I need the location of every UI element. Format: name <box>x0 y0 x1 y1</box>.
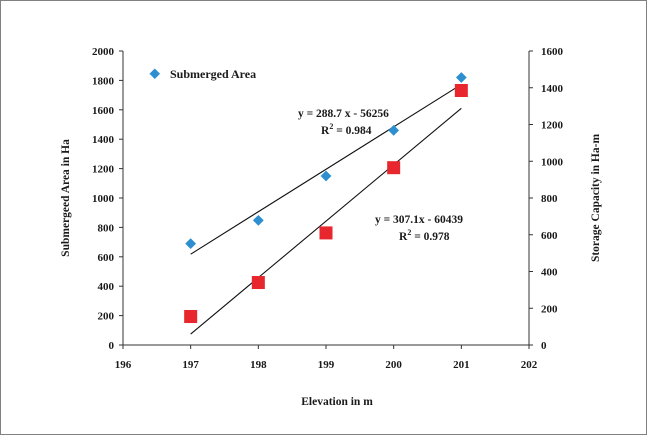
y2-tick-label: 1400 <box>541 83 564 95</box>
y-axis-right: 0 200 400 600 800 1000 1200 1400 1600 <box>528 46 564 352</box>
y2-tick-label: 1600 <box>541 46 564 58</box>
data-point-square <box>184 310 198 324</box>
r2-text-1: R2 = 0.984 <box>321 122 372 137</box>
y-tick-label: 1600 <box>92 105 115 117</box>
x-tick-label: 197 <box>182 359 199 371</box>
y-tick-label: 800 <box>98 222 115 234</box>
data-points <box>184 72 468 324</box>
y2-tick-label: 600 <box>541 230 558 242</box>
x-axis: 196 197 198 199 200 201 202 <box>115 344 538 371</box>
data-point-diamond <box>320 170 332 182</box>
y-tick-label: 400 <box>98 281 115 293</box>
y-tick-label: 1800 <box>92 75 115 87</box>
equation-text-1: y = 288.7 x - 56256 <box>298 108 389 120</box>
legend-marker-diamond <box>149 68 161 80</box>
legend: Submerged Area <box>149 67 256 81</box>
x-axis-title: Elevation in m <box>301 396 373 408</box>
y-tick-label: 200 <box>98 311 115 323</box>
y-tick-label: 0 <box>109 340 115 352</box>
y2-tick-label: 0 <box>541 340 547 352</box>
y2-tick-label: 800 <box>541 193 558 205</box>
trendline-1 <box>190 83 462 255</box>
data-point-square <box>319 226 333 240</box>
data-point-diamond <box>185 238 197 249</box>
x-tick-label: 198 <box>250 359 267 371</box>
trendlines <box>190 83 462 335</box>
x-tick-label: 201 <box>453 359 470 371</box>
y2-tick-label: 400 <box>541 267 558 279</box>
y-tick-label: 1000 <box>92 193 115 205</box>
r2-text-2: R2 = 0.978 <box>399 228 450 243</box>
y2-tick-label: 200 <box>541 303 558 315</box>
y-axis-title: Submergeed Area in Ha <box>60 139 72 257</box>
y2-axis-title: Storage Capacity in Ha-m <box>590 134 602 263</box>
trendline-equation-1: y = 288.7 x - 56256 R2 = 0.984 <box>298 108 389 137</box>
data-point-square <box>387 161 401 175</box>
y-tick-label: 1400 <box>92 134 115 146</box>
y-axis-left: 0 200 400 600 800 1000 1200 1400 1600 1800 2000 <box>92 46 124 352</box>
trendline-2 <box>190 107 462 335</box>
trendline-equation-2: y = 307.1x - 60439 R2 = 0.978 <box>375 214 463 243</box>
y2-tick-label: 1000 <box>541 156 564 168</box>
equation-text-2: y = 307.1x - 60439 <box>375 214 463 226</box>
r2-value-2: 0.978 <box>424 231 450 243</box>
data-point-square <box>251 276 265 290</box>
y2-tick-label: 1200 <box>541 120 564 132</box>
x-tick-label: 200 <box>385 359 402 371</box>
legend-label: Submerged Area <box>170 67 256 81</box>
x-tick-label: 199 <box>318 359 335 371</box>
r2-value-1: 0.984 <box>346 125 372 137</box>
data-point-diamond <box>252 214 264 226</box>
y-tick-label: 2000 <box>92 46 115 58</box>
x-tick-label: 196 <box>115 359 132 371</box>
data-point-square <box>454 84 468 98</box>
data-point-diamond <box>455 72 467 83</box>
x-tick-label: 202 <box>521 359 538 371</box>
y-tick-label: 1200 <box>92 164 115 176</box>
data-point-diamond <box>388 125 400 136</box>
y-tick-label: 600 <box>98 252 115 264</box>
